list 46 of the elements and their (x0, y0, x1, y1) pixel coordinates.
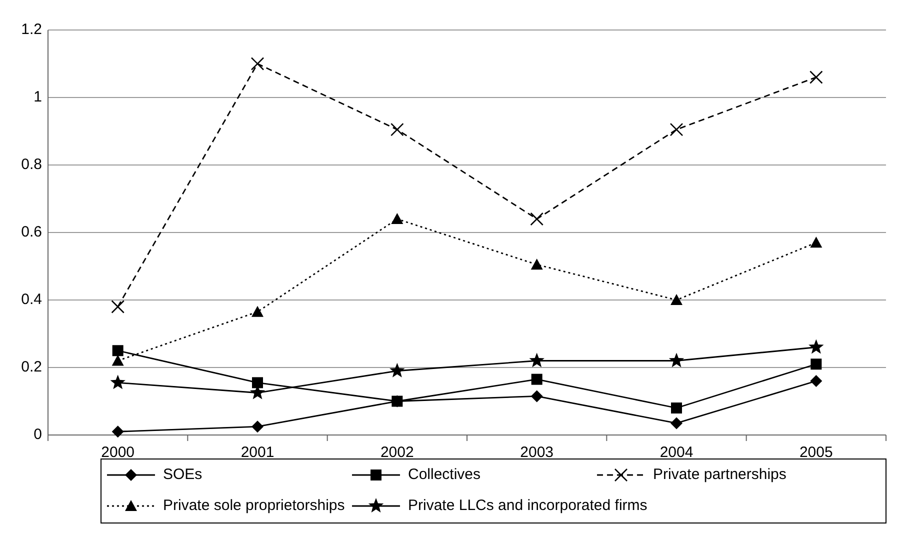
y-tick-label: 0.8 (21, 156, 42, 173)
point (390, 362, 405, 378)
point (670, 294, 682, 305)
y-tick-label: 0.4 (21, 290, 42, 308)
point (391, 213, 404, 224)
x-tick-label: 2000 (101, 444, 135, 461)
point (112, 426, 124, 438)
x-tick-label: 2005 (799, 444, 833, 461)
point (668, 352, 684, 368)
y-tick-label: 1.2 (21, 20, 42, 38)
point (530, 390, 543, 402)
point (670, 417, 682, 430)
point (112, 345, 124, 356)
legend-label: Collectives (408, 466, 481, 483)
legend-label: Private LLCs and incorporated firms (408, 496, 648, 514)
y-tick-label: 1 (34, 88, 42, 106)
point (250, 57, 264, 70)
y-tick-label: 0 (34, 426, 42, 443)
point (111, 300, 124, 314)
point (670, 122, 684, 136)
y-tick-label: 0.6 (21, 223, 42, 240)
point (252, 420, 264, 433)
point (810, 70, 823, 84)
point (810, 236, 822, 248)
point (529, 352, 544, 368)
point (110, 374, 126, 390)
point (252, 306, 264, 317)
point (530, 212, 544, 226)
x-tick-label: 2001 (240, 444, 274, 461)
point (808, 339, 824, 354)
point (531, 374, 542, 385)
x-tick-label: 2003 (520, 444, 554, 461)
point (112, 354, 124, 366)
point (810, 375, 822, 387)
point (810, 358, 822, 370)
legend-label: Private sole proprietorships (163, 496, 345, 514)
legend-label: Private partnerships (653, 466, 786, 483)
point (392, 396, 403, 407)
point (530, 258, 543, 270)
legend-label: SOEs (163, 466, 202, 483)
point (252, 377, 263, 388)
point (390, 122, 404, 136)
y-tick-label: 0.2 (21, 358, 42, 376)
point (671, 402, 682, 414)
x-tick-label: 2004 (660, 444, 694, 461)
x-tick-label: 2002 (380, 444, 414, 461)
